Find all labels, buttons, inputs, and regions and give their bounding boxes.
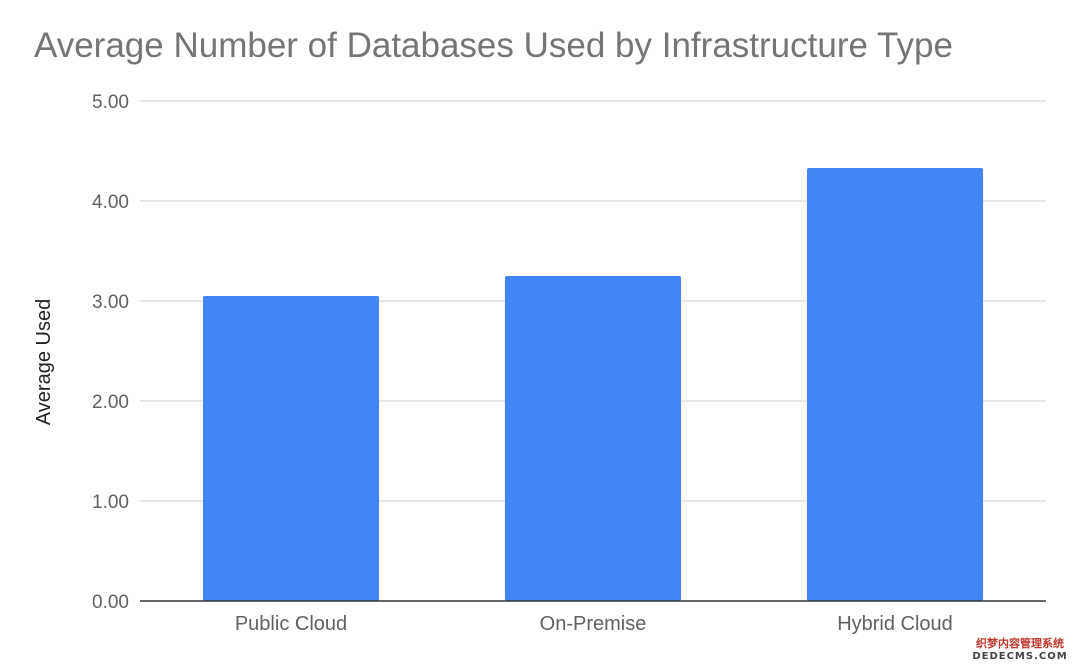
y-tick-label: 0.00 [92,592,129,613]
x-tick-label: Public Cloud [235,613,347,635]
watermark-line-1: 织梦内容管理系统 [976,636,1064,650]
bar-on-premise [505,276,681,601]
y-tick-label: 2.00 [92,392,129,413]
bars [203,168,983,601]
x-tick-label: On-Premise [540,613,647,635]
y-tick-label: 5.00 [92,92,129,113]
x-tick-labels: Public Cloud On-Premise Hybrid Cloud [235,613,953,635]
bar-hybrid-cloud [807,168,983,601]
x-tick-label: Hybrid Cloud [837,613,953,635]
y-axis-label: Average Used [33,299,55,425]
y-tick-label: 3.00 [92,292,129,313]
y-tick-label: 4.00 [92,192,129,213]
watermark-line-2: DEDECMS.COM [972,650,1068,662]
y-tick-label: 1.00 [92,492,129,513]
watermark: 织梦内容管理系统 DEDECMS.COM [968,636,1072,662]
bar-public-cloud [203,296,379,601]
y-tick-labels: 0.00 1.00 2.00 3.00 4.00 5.00 [92,92,129,613]
chart-title: Average Number of Databases Used by Infr… [34,26,953,65]
